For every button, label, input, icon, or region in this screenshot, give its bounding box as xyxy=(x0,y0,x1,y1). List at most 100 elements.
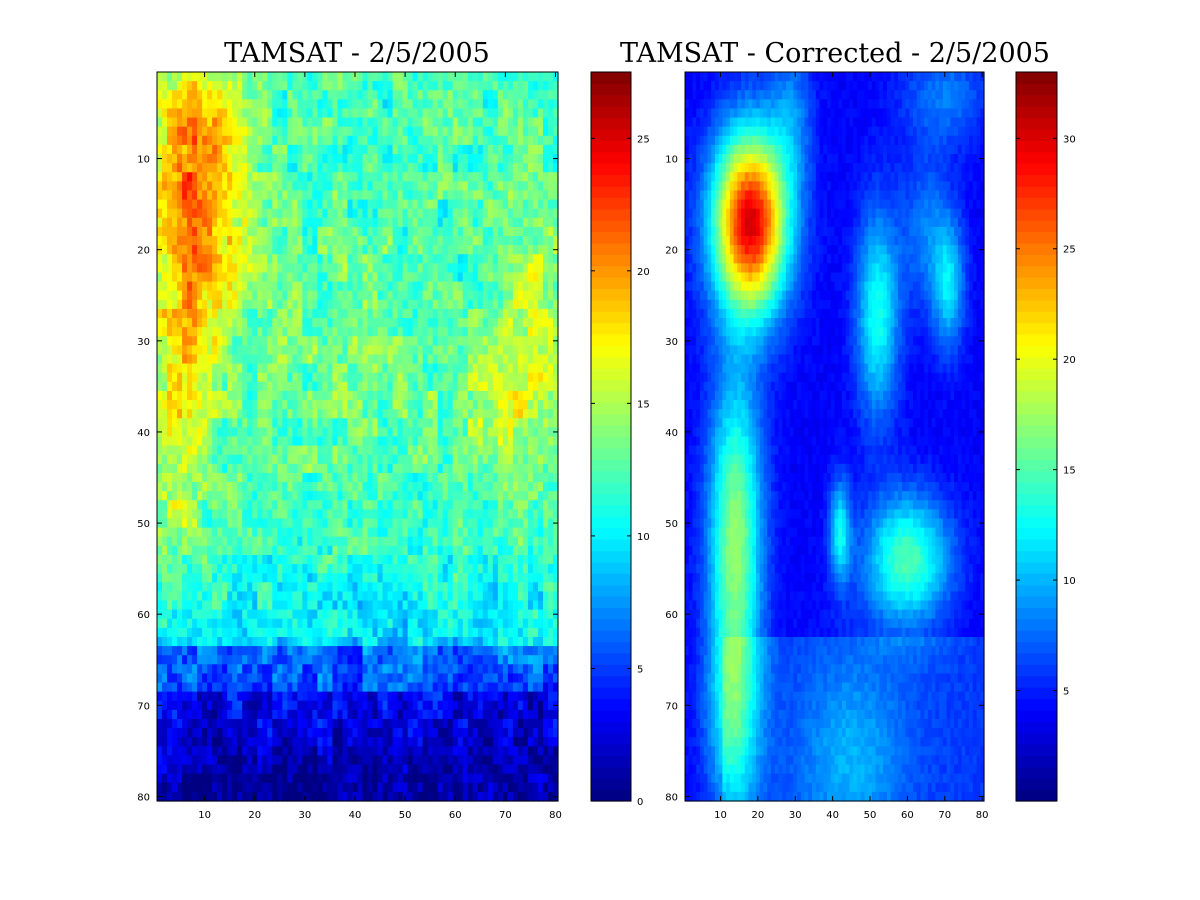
heatmap-cell xyxy=(217,518,223,529)
heatmap-cell xyxy=(232,454,238,465)
heatmap-cell xyxy=(252,400,258,410)
heatmap-cell xyxy=(357,536,364,547)
heatmap-cell xyxy=(387,81,394,91)
heatmap-cell xyxy=(382,482,389,492)
heatmap-cell xyxy=(177,591,183,602)
heatmap-cell xyxy=(202,554,208,565)
heatmap-cell xyxy=(182,618,188,629)
heatmap-cell xyxy=(357,254,364,264)
heatmap-cell xyxy=(172,418,178,428)
heatmap-cell xyxy=(492,208,499,219)
heatmap-cell xyxy=(502,327,509,337)
heatmap-cell xyxy=(357,327,364,337)
heatmap-cell xyxy=(272,90,278,100)
heatmap-cell xyxy=(527,582,534,593)
heatmap-cell xyxy=(352,472,359,483)
heatmap-cell xyxy=(287,536,293,547)
heatmap-cell xyxy=(352,181,359,192)
heatmap-cell xyxy=(542,500,549,510)
heatmap-cell xyxy=(312,463,318,474)
heatmap-cell xyxy=(317,381,324,392)
heatmap-cell xyxy=(267,463,273,474)
heatmap-cell xyxy=(172,636,178,647)
heatmap-cell xyxy=(397,117,404,128)
heatmap-cell xyxy=(217,500,223,510)
heatmap-cell xyxy=(512,90,519,100)
heatmap-cell xyxy=(287,600,293,611)
heatmap-cell xyxy=(527,90,534,100)
heatmap-cell xyxy=(272,500,278,510)
heatmap-cell xyxy=(237,245,243,255)
heatmap-cell xyxy=(542,208,549,219)
heatmap-cell xyxy=(322,336,329,346)
heatmap-cell xyxy=(222,263,228,274)
heatmap-cell xyxy=(362,245,369,255)
heatmap-cell xyxy=(547,627,554,638)
heatmap-cell xyxy=(217,263,223,274)
heatmap-cell xyxy=(277,618,283,629)
heatmap-cell xyxy=(167,573,173,583)
heatmap-cell xyxy=(542,390,549,401)
heatmap-cell xyxy=(177,618,183,629)
heatmap-cell xyxy=(382,199,389,210)
heatmap-cell xyxy=(492,327,499,337)
heatmap-cell xyxy=(377,318,384,328)
heatmap-cell xyxy=(432,208,439,219)
heatmap-cell xyxy=(357,90,364,100)
heatmap-cell xyxy=(367,454,374,465)
heatmap-cell xyxy=(202,281,208,292)
heatmap-cell xyxy=(302,545,308,556)
heatmap-cell xyxy=(212,327,218,337)
heatmap-cell xyxy=(282,554,288,565)
heatmap-cell xyxy=(157,372,163,383)
heatmap-cell xyxy=(387,545,394,556)
heatmap-cell xyxy=(502,627,509,638)
heatmap-cell xyxy=(287,336,293,346)
heatmap-cell xyxy=(342,199,349,210)
heatmap-cell xyxy=(282,618,288,629)
heatmap-cell xyxy=(387,573,394,583)
heatmap-cell xyxy=(372,99,379,110)
heatmap-cell xyxy=(312,554,318,565)
heatmap-cell xyxy=(522,582,529,593)
heatmap-cell xyxy=(307,135,313,146)
heatmap-cell xyxy=(317,190,324,201)
heatmap-cell xyxy=(352,254,359,264)
heatmap-cell xyxy=(512,454,519,465)
heatmap-cell xyxy=(342,454,349,465)
heatmap-cell xyxy=(222,436,228,447)
heatmap-cell xyxy=(157,72,163,82)
heatmap-cell xyxy=(222,318,228,328)
heatmap-cell xyxy=(442,609,449,620)
heatmap-cell xyxy=(437,72,444,82)
heatmap-cell xyxy=(337,564,344,574)
heatmap-cell xyxy=(477,254,484,264)
heatmap-cell xyxy=(432,154,439,164)
heatmap-cell xyxy=(267,299,273,310)
heatmap-cell xyxy=(472,117,479,128)
heatmap-cell xyxy=(517,163,524,173)
heatmap-cell xyxy=(292,427,298,438)
heatmap-cell xyxy=(217,390,223,401)
heatmap-cell xyxy=(257,600,263,611)
heatmap-cell xyxy=(307,72,313,82)
heatmap-cell xyxy=(387,126,394,137)
heatmap-cell xyxy=(247,518,253,529)
heatmap-cell xyxy=(447,545,454,556)
heatmap-cell xyxy=(397,545,404,556)
heatmap-cell xyxy=(392,117,399,128)
heatmap-cell xyxy=(302,509,308,520)
heatmap-cell xyxy=(397,272,404,283)
heatmap-cell xyxy=(167,463,173,474)
heatmap-cell xyxy=(232,509,238,520)
heatmap-cell xyxy=(202,482,208,492)
heatmap-cell xyxy=(547,217,554,228)
heatmap-cell xyxy=(427,472,434,483)
heatmap-cell xyxy=(277,308,283,319)
heatmap-cell xyxy=(307,491,313,501)
heatmap-cell xyxy=(372,126,379,137)
heatmap-cell xyxy=(252,545,258,556)
heatmap-cell xyxy=(487,627,494,638)
heatmap-cell xyxy=(212,573,218,583)
heatmap-cell xyxy=(507,381,514,392)
